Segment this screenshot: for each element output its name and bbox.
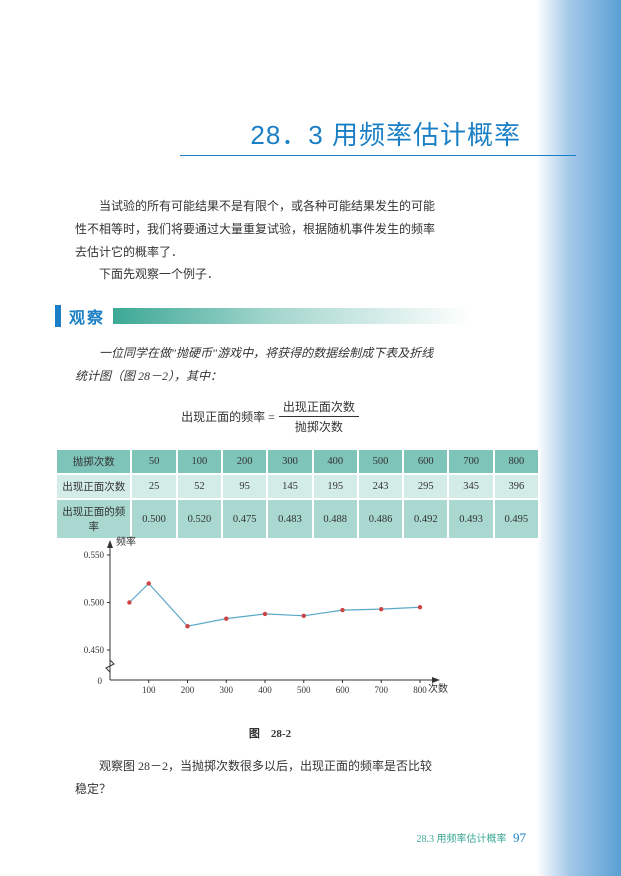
table-cell: 396 xyxy=(494,474,539,499)
observe-gradient xyxy=(113,308,535,324)
table-cell: 600 xyxy=(403,449,448,474)
svg-text:0: 0 xyxy=(98,676,103,686)
table-cell: 243 xyxy=(358,474,403,499)
svg-text:400: 400 xyxy=(258,685,272,695)
svg-text:700: 700 xyxy=(375,685,389,695)
table-cell: 200 xyxy=(222,449,267,474)
question-text: 观察图 28－2，当抛掷次数很多以后，出现正面的频率是否比较稳定？ xyxy=(75,755,440,801)
table-cell: 500 xyxy=(358,449,403,474)
formula-left: 出现正面的频率 = xyxy=(181,408,275,425)
line-chart: 频率次数 0 0.450 0.500 0.550 100 200 300 400 500 600 70… xyxy=(65,530,465,710)
table-cell: 345 xyxy=(448,474,493,499)
table-cell: 300 xyxy=(267,449,312,474)
title-underline xyxy=(180,155,576,156)
chart-caption: 图 28-2 xyxy=(0,725,540,741)
footer-text: 28.3 用频率估计概率 xyxy=(417,834,507,845)
svg-text:300: 300 xyxy=(220,685,234,695)
table-cell: 50 xyxy=(131,449,176,474)
table-header: 抛掷次数 xyxy=(56,449,131,474)
svg-text:200: 200 xyxy=(181,685,195,695)
page-footer: 28.3 用频率估计概率 97 xyxy=(417,830,527,846)
chart-area: 频率次数 0 0.450 0.500 0.550 100 200 300 400 500 600 70… xyxy=(65,530,465,710)
right-gradient-bar xyxy=(536,0,621,876)
table-cell: 95 xyxy=(222,474,267,499)
observe-header: 观察 xyxy=(55,305,535,327)
svg-text:0.550: 0.550 xyxy=(84,550,105,560)
table-header: 出现正面次数 xyxy=(56,474,131,499)
observe-label: 观察 xyxy=(61,304,113,328)
observe-text: 一位同学在做"抛硬币"游戏中，将获得的数据绘制成下表及折线统计图（图 28－2）… xyxy=(75,342,440,388)
svg-text:600: 600 xyxy=(336,685,350,695)
table-cell: 400 xyxy=(313,449,358,474)
svg-text:次数: 次数 xyxy=(428,682,448,695)
table-cell: 800 xyxy=(494,449,539,474)
intro-paragraph: 当试验的所有可能结果不是有限个，或各种可能结果发生的可能性不相等时，我们将要通过… xyxy=(75,195,440,286)
table-cell: 25 xyxy=(131,474,176,499)
table-cell: 700 xyxy=(448,449,493,474)
svg-text:100: 100 xyxy=(142,685,156,695)
formula-numerator: 出现正面次数 xyxy=(279,398,359,417)
table-cell: 100 xyxy=(177,449,222,474)
table-cell: 52 xyxy=(177,474,222,499)
data-table: 抛掷次数50100200300400500600700800 出现正面次数2552… xyxy=(55,448,540,540)
page-number: 97 xyxy=(513,830,526,845)
table-cell: 0.495 xyxy=(494,499,539,539)
section-title: 28．3 用频率估计概率 xyxy=(250,115,521,152)
formula: 出现正面的频率 = 出现正面次数 抛掷次数 xyxy=(130,398,410,435)
table-cell: 145 xyxy=(267,474,312,499)
svg-text:0.450: 0.450 xyxy=(84,645,105,655)
formula-denominator: 抛掷次数 xyxy=(291,417,347,435)
table-cell: 195 xyxy=(313,474,358,499)
table-cell: 295 xyxy=(403,474,448,499)
svg-text:500: 500 xyxy=(297,685,311,695)
svg-text:频率: 频率 xyxy=(116,535,136,548)
svg-text:800: 800 xyxy=(413,685,427,695)
svg-text:0.500: 0.500 xyxy=(84,598,105,608)
